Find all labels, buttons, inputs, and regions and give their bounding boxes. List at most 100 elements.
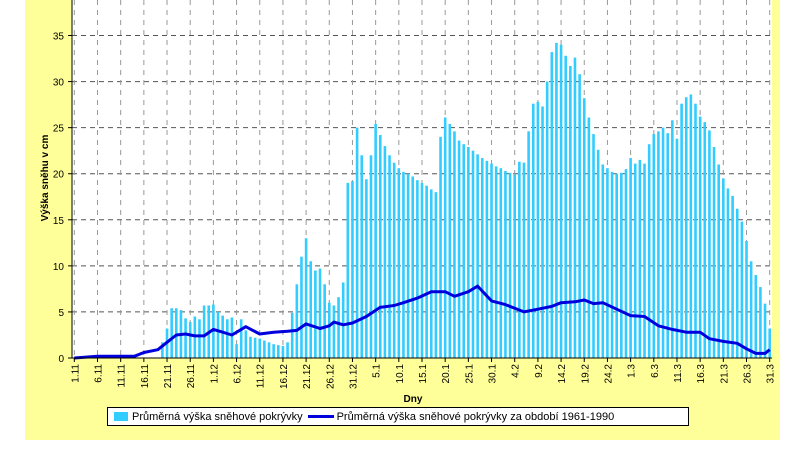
legend-bar-swatch <box>114 412 128 421</box>
bar <box>587 117 591 358</box>
legend: Průměrná výška sněhové pokrývky Průměrná… <box>107 407 689 426</box>
x-tick-label: 10.1 <box>395 364 406 384</box>
bar <box>712 146 716 358</box>
bar <box>462 144 466 358</box>
bar <box>504 170 507 358</box>
bar <box>439 136 442 358</box>
x-tick-label: 14.2 <box>557 364 568 384</box>
bar <box>230 317 234 358</box>
x-tick-label: 6.11 <box>93 364 104 383</box>
y-tick-label: 0 <box>58 354 64 365</box>
bar <box>467 146 470 358</box>
bar <box>374 123 377 358</box>
bar <box>615 173 619 358</box>
bar <box>281 346 285 358</box>
bar <box>490 163 493 358</box>
bar <box>513 174 517 358</box>
x-tick-label: 5.1 <box>372 364 383 378</box>
x-tick-label: 26.12 <box>325 364 336 389</box>
bar <box>545 81 549 358</box>
bar <box>360 155 364 358</box>
bar <box>518 161 521 358</box>
x-tick-label: 31.12 <box>348 364 359 389</box>
bar <box>610 171 614 358</box>
bar <box>731 195 734 358</box>
bar <box>754 275 758 358</box>
x-tick-label: 21.11 <box>163 364 174 389</box>
bar <box>225 319 229 358</box>
bar <box>392 162 396 358</box>
bar <box>726 188 730 358</box>
bar <box>620 172 623 358</box>
bar <box>652 134 656 358</box>
y-tick-label: 5 <box>58 308 64 319</box>
bar <box>666 133 669 358</box>
bar <box>276 345 280 358</box>
legend-line-swatch <box>307 415 334 418</box>
x-tick-label: 25.1 <box>464 364 475 384</box>
bar <box>606 168 609 358</box>
bar <box>188 322 192 358</box>
bar <box>722 178 725 358</box>
x-tick-label: 19.2 <box>580 364 591 384</box>
bar <box>499 168 503 358</box>
bar <box>708 130 711 358</box>
y-tick-label: 35 <box>53 32 65 43</box>
bar <box>698 116 702 358</box>
x-tick-label: 11.12 <box>256 364 267 389</box>
bar <box>300 256 303 358</box>
bar <box>341 282 345 358</box>
y-tick-label: 25 <box>53 124 65 135</box>
bar <box>661 127 665 359</box>
bar <box>536 101 540 358</box>
bar <box>749 261 753 358</box>
x-tick-label: 15.1 <box>418 364 429 384</box>
bar <box>221 315 224 358</box>
bar <box>480 158 484 358</box>
bar <box>643 163 646 358</box>
bar <box>582 98 586 359</box>
bar <box>624 169 628 358</box>
x-tick-label: 16.3 <box>696 364 707 384</box>
bar <box>290 312 294 358</box>
bar <box>351 181 354 358</box>
bar <box>369 155 373 358</box>
x-tick-label: 26.3 <box>743 364 754 384</box>
x-tick-label: 6.3 <box>650 364 661 378</box>
bar <box>429 189 433 358</box>
bar <box>675 138 679 358</box>
bar <box>689 94 693 358</box>
bar <box>397 168 401 358</box>
bar <box>355 127 359 359</box>
bar <box>569 65 572 358</box>
bar <box>332 305 336 358</box>
x-tick-label: 11.11 <box>117 364 128 388</box>
x-tick-label: 26.11 <box>186 364 197 389</box>
bar <box>494 166 498 358</box>
bar <box>541 106 544 359</box>
bar <box>638 159 642 358</box>
bar <box>365 179 368 358</box>
bar <box>508 172 512 358</box>
y-tick-label: 15 <box>53 216 65 227</box>
x-tick-label: 11.3 <box>673 364 684 383</box>
x-tick-label: 4.2 <box>511 364 522 378</box>
bar <box>657 131 660 358</box>
bar <box>184 318 187 358</box>
x-tick-label: 1.11 <box>70 364 81 383</box>
bar <box>323 284 326 358</box>
bar <box>337 297 340 358</box>
bar <box>745 240 748 358</box>
bar <box>448 123 452 358</box>
x-tick-label: 30.1 <box>488 364 499 384</box>
bar <box>740 221 744 358</box>
x-tick-label: 21.12 <box>302 364 313 389</box>
x-tick-label: 16.11 <box>140 364 151 389</box>
y-tick-label: 10 <box>53 262 65 273</box>
x-tick-label: 16.12 <box>279 364 290 389</box>
x-tick-label: 31.3 <box>766 364 777 384</box>
bar <box>717 164 720 358</box>
bar <box>304 238 308 358</box>
bar <box>684 97 688 358</box>
bar <box>703 122 707 358</box>
